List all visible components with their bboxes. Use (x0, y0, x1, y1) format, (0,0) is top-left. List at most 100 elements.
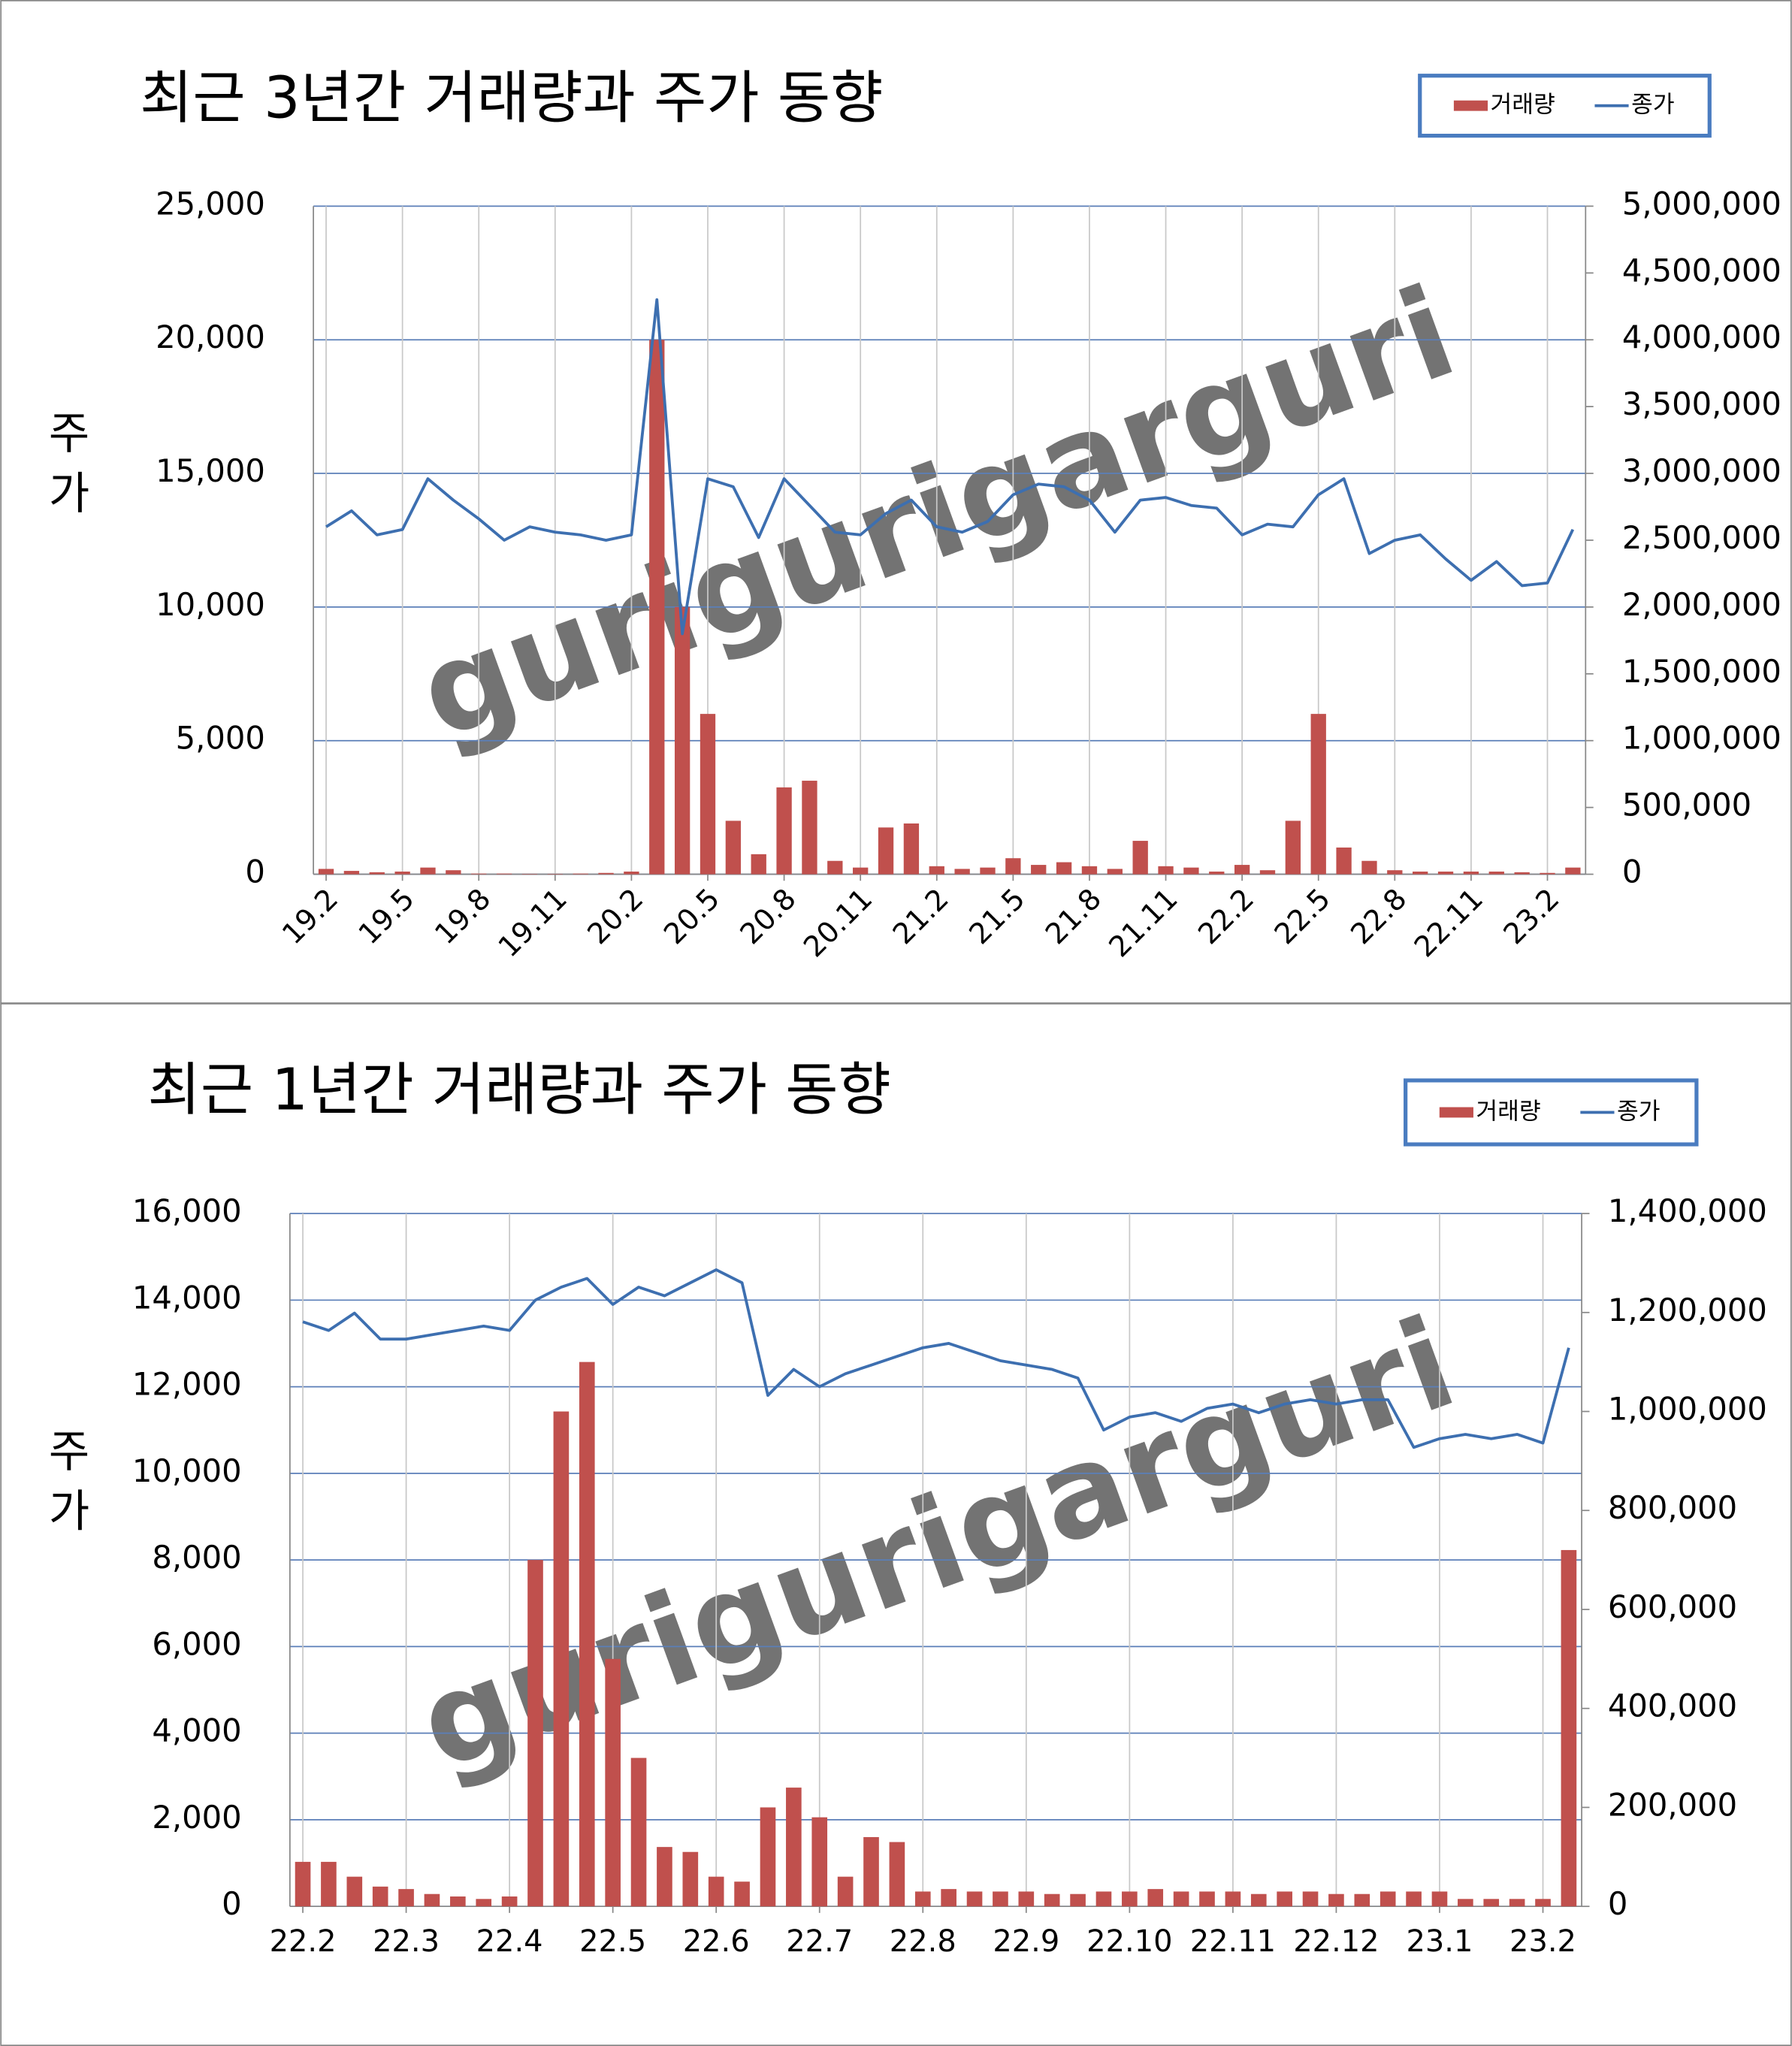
y-axis-label: 주가 (41, 410, 92, 530)
volume-bar (1302, 1891, 1319, 1907)
volume-bar (1463, 871, 1479, 875)
volume-bar (1413, 871, 1428, 875)
volume-bar (1173, 1891, 1189, 1907)
volume-bar (1406, 1891, 1422, 1907)
y2-tick-label: 1,500,000 (1622, 653, 1781, 690)
volume-bar (1225, 1891, 1241, 1907)
volume-bar (420, 867, 436, 875)
legend-label: 종가 (1631, 92, 1675, 119)
x-tick-label: 22.5 (579, 1924, 646, 1959)
volume-bar (372, 1886, 388, 1907)
volume-bar (1380, 1891, 1396, 1907)
y2-tick-label: 800,000 (1608, 1489, 1737, 1526)
volume-bar (446, 870, 461, 875)
chart-title: 최근 3년간 거래량과 주가 동향 (140, 65, 883, 131)
legend-label: 거래량 (1476, 1098, 1540, 1125)
price-line (302, 1268, 1570, 1449)
x-tick-label: 23.2 (1509, 1924, 1576, 1959)
volume-bar (1199, 1891, 1215, 1907)
y2-tick-label: 500,000 (1622, 787, 1751, 824)
volume-bar (1158, 866, 1174, 875)
volume-bar (1259, 870, 1276, 875)
x-tick-label: 22.9 (993, 1924, 1059, 1959)
volume-bar (501, 1896, 518, 1907)
volume-bar (630, 1757, 647, 1907)
y2-tick-label: 3,000,000 (1622, 452, 1781, 489)
y-axis-label: 주가 (41, 1428, 92, 1548)
y2-tick-label: 1,000,000 (1608, 1391, 1767, 1428)
volume-bar (369, 872, 385, 875)
volume-bar (1431, 1891, 1448, 1907)
volume-bar (760, 1807, 776, 1907)
y2-tick-label: 5,000,000 (1622, 185, 1781, 222)
y2-tick-label: 0 (1608, 1885, 1628, 1922)
volume-bar (573, 873, 588, 875)
volume-bar (398, 1889, 414, 1907)
y2-tick-label: 600,000 (1608, 1588, 1737, 1625)
price-line (325, 298, 1575, 636)
volume-bar (1056, 862, 1072, 875)
volume-bar (1107, 869, 1123, 875)
volume-bar (1031, 865, 1047, 875)
volume-bar (1488, 871, 1504, 875)
volume-bar (476, 1899, 492, 1907)
y2-tick-label: 2,500,000 (1622, 519, 1781, 556)
volume-bar (941, 1889, 956, 1907)
volume-bar (624, 871, 639, 875)
y-tick-label: 12,000 (132, 1366, 242, 1403)
volume-bar (1285, 821, 1301, 875)
volume-bar (521, 873, 538, 875)
volume-bar (1361, 860, 1377, 875)
volume-bar (878, 827, 894, 875)
volume-bar (1310, 714, 1326, 875)
y-tick-label: 10,000 (156, 586, 265, 623)
x-tick-label: 22.6 (683, 1924, 750, 1959)
volume-bar (657, 1847, 672, 1907)
y-tick-label: 25,000 (156, 185, 265, 222)
volume-bar (786, 1788, 802, 1907)
volume-bar (954, 869, 970, 875)
volume-bar (1483, 1899, 1500, 1907)
y2-tick-label: 4,500,000 (1622, 252, 1781, 289)
volume-bar (700, 714, 716, 875)
legend-label: 거래량 (1491, 92, 1555, 119)
y-tick-label: 20,000 (156, 319, 265, 355)
y-tick-label: 16,000 (132, 1192, 242, 1229)
volume-bar (1458, 1899, 1473, 1907)
y2-tick-label: 1,400,000 (1608, 1192, 1767, 1229)
legend-swatch (1453, 100, 1488, 111)
volume-bar (980, 867, 996, 875)
y-tick-label: 2,000 (152, 1799, 241, 1836)
volume-bar (1540, 872, 1555, 875)
volume-bar (734, 1881, 750, 1907)
volume-bar (424, 1893, 440, 1907)
volume-bar (1437, 871, 1454, 875)
y-tick-label: 15,000 (156, 452, 265, 489)
volume-bar (579, 1361, 595, 1907)
volume-bar (1070, 1893, 1086, 1907)
x-tick-label: 22.11 (1190, 1924, 1276, 1959)
volume-bar (853, 867, 869, 875)
y2-tick-label: 400,000 (1608, 1688, 1737, 1724)
volume-bar (776, 787, 792, 875)
volume-bar (295, 1861, 311, 1907)
volume-bar (914, 1891, 931, 1907)
volume-bar (318, 869, 334, 875)
volume-bar (343, 871, 360, 875)
y2-tick-label: 4,000,000 (1622, 319, 1781, 355)
legend-swatch (1439, 1107, 1473, 1118)
y-tick-label: 8,000 (152, 1539, 241, 1576)
y2-tick-label: 1,000,000 (1622, 720, 1781, 757)
y-tick-label: 4,000 (152, 1712, 241, 1749)
volume-bar (1132, 841, 1148, 875)
x-tick-label: 22.8 (890, 1924, 956, 1959)
x-tick-label: 22.7 (786, 1924, 853, 1959)
x-tick-label: 22.4 (476, 1924, 543, 1959)
volume-bar (811, 1817, 828, 1907)
x-tick-label: 22.3 (373, 1924, 440, 1959)
y-tick-label: 6,000 (152, 1625, 241, 1662)
volume-bar (394, 871, 410, 875)
chart-title: 최근 1년간 거래량과 주가 동향 (148, 1056, 891, 1123)
volume-bar (1250, 1893, 1267, 1907)
